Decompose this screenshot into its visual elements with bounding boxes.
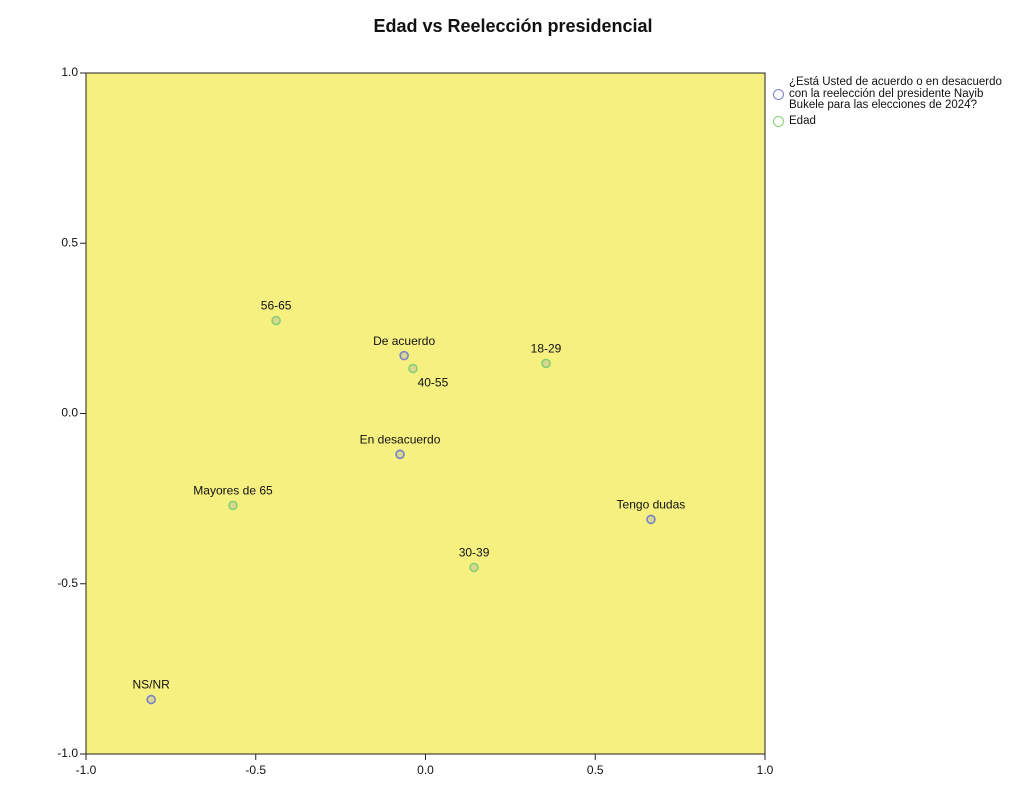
point xyxy=(399,350,409,361)
y-tick-label: -1.0 xyxy=(57,746,78,760)
legend: ¿Está Usted de acuerdo o en desacuerdo c… xyxy=(772,76,1004,131)
point-label: 40-55 xyxy=(418,376,449,390)
legend-item: ¿Está Usted de acuerdo o en desacuerdo c… xyxy=(772,76,1004,112)
point-label: En desacuerdo xyxy=(360,433,441,447)
point-label: 56-65 xyxy=(261,299,292,313)
y-tick-label: 0.5 xyxy=(61,235,78,249)
point-label: NS/NR xyxy=(133,678,171,692)
point-label: 30-39 xyxy=(459,546,490,560)
y-tick-label: 1.0 xyxy=(61,65,78,79)
legend-marker xyxy=(773,89,784,100)
plot-area xyxy=(85,72,766,755)
point xyxy=(146,694,156,705)
x-tick-label: 0.5 xyxy=(587,763,604,777)
legend-item: Edad xyxy=(772,114,1004,127)
point xyxy=(271,315,281,326)
point xyxy=(646,514,656,525)
legend-label: Edad xyxy=(789,114,816,127)
x-tick-label: -1.0 xyxy=(76,763,97,777)
point xyxy=(395,449,405,460)
point xyxy=(408,363,418,374)
y-tick-label: 0.0 xyxy=(61,406,78,420)
point-label: De acuerdo xyxy=(373,334,435,348)
x-tick-label: -0.5 xyxy=(245,763,266,777)
point xyxy=(469,562,479,573)
legend-label: ¿Está Usted de acuerdo o en desacuerdo c… xyxy=(789,76,1002,111)
point xyxy=(228,500,238,511)
point-label: Mayores de 65 xyxy=(193,484,273,498)
x-tick-label: 0.0 xyxy=(417,763,434,777)
legend-marker xyxy=(773,116,784,127)
point-label: Tengo dudas xyxy=(617,498,686,512)
point xyxy=(541,358,551,369)
x-tick-label: 1.0 xyxy=(757,763,774,777)
y-tick-label: -0.5 xyxy=(57,576,78,590)
chart-title: Edad vs Reelección presidencial xyxy=(373,16,652,36)
point-label: 18-29 xyxy=(531,342,562,356)
